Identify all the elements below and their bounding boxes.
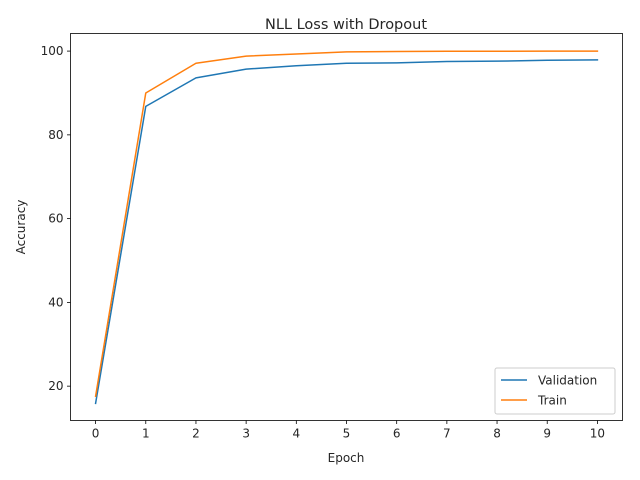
y-tick-label: 20 (48, 379, 63, 393)
plot-area (70, 33, 623, 421)
x-tick-label: 6 (393, 427, 401, 441)
x-axis-label: Epoch (328, 451, 365, 465)
x-tick-label: 3 (242, 427, 250, 441)
y-tick-label: 80 (48, 128, 63, 142)
x-tick-label: 9 (543, 427, 551, 441)
plot-frame (70, 33, 623, 421)
y-tick-label: 60 (48, 212, 63, 226)
ticks-layer: 0 1 2 3 4 5 6 7 8 9 10 20 40 60 80 100 (41, 44, 605, 440)
x-tick-label: 0 (92, 427, 100, 441)
legend-label-train: Train (537, 394, 567, 408)
y-tick-label: 100 (41, 44, 64, 58)
series-layer (94, 50, 599, 405)
series-line-train (94, 50, 599, 398)
x-tick-label: 1 (142, 427, 150, 441)
y-axis-label: Accuracy (14, 200, 28, 255)
legend-label-validation: Validation (538, 374, 597, 388)
x-tick-label: 4 (292, 427, 300, 441)
y-tick-label: 40 (48, 295, 63, 309)
x-tick-label: 10 (590, 427, 605, 441)
legend: Validation Train (494, 367, 616, 415)
x-tick-label: 2 (192, 427, 200, 441)
x-tick-label: 8 (493, 427, 501, 441)
x-tick-label: 5 (343, 427, 351, 441)
x-tick-label: 7 (443, 427, 451, 441)
chart-title: NLL Loss with Dropout (265, 17, 427, 33)
series-line-validation (94, 59, 599, 405)
